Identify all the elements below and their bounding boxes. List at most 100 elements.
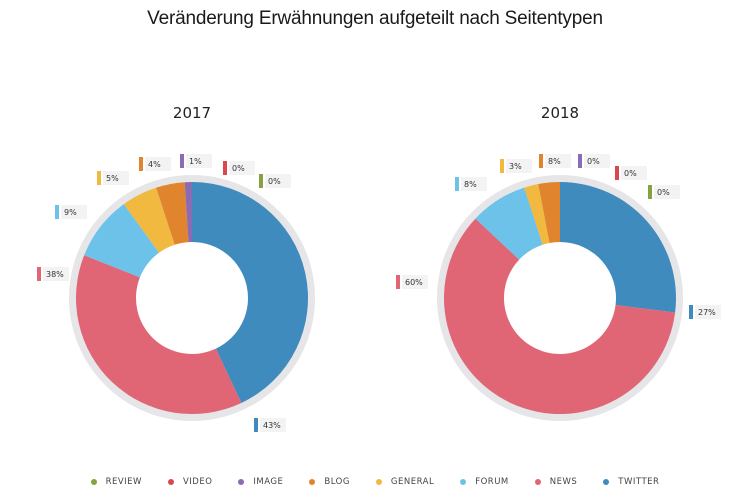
donut-chart-2018: 2018 27% 60% 8% 3% 8% 0% 0% 0% <box>396 104 721 421</box>
label-value: 0% <box>657 188 670 197</box>
chart-title: Veränderung Erwähnungen aufgeteilt nach … <box>147 8 603 29</box>
label-value: 3% <box>509 162 522 171</box>
label-bg <box>402 275 428 289</box>
label-swatch <box>37 267 41 281</box>
label-value: 1% <box>189 157 202 166</box>
label-bg <box>695 305 721 319</box>
label-bg <box>461 177 487 191</box>
label-value: 5% <box>106 174 119 183</box>
label-bg <box>654 185 680 199</box>
label-bg <box>265 174 291 188</box>
label-bg <box>61 205 87 219</box>
legend: REVIEW VIDEO IMAGE BLOG GENERAL FORUM NEWS TWIT… <box>0 477 750 487</box>
slice-blog[interactable] <box>538 182 560 243</box>
legend-item-image[interactable]: IMAGE <box>238 477 283 487</box>
legend-dot-icon <box>460 479 467 485</box>
label-swatch <box>180 154 184 168</box>
data-label-image: 1% <box>180 154 212 168</box>
slice-twitter[interactable] <box>192 182 308 403</box>
data-label-forum: 8% <box>455 177 487 191</box>
data-label-video: 0% <box>615 166 647 180</box>
legend-label: VIDEO <box>182 477 213 487</box>
data-label-blog: 8% <box>539 154 571 168</box>
data-label-review: 0% <box>259 174 291 188</box>
legend-item-review[interactable]: REVIEW <box>90 477 142 487</box>
legend-dot-icon <box>375 479 382 485</box>
legend-label: NEWS <box>549 477 578 487</box>
legend-dot-icon <box>90 479 97 485</box>
data-label-general: 5% <box>97 171 129 185</box>
legend-label: BLOG <box>324 477 350 487</box>
legend-label: GENERAL <box>390 477 435 487</box>
legend-item-twitter[interactable]: TWITTER <box>603 477 659 487</box>
label-swatch <box>648 185 652 199</box>
label-bg <box>506 159 532 173</box>
slice-forum[interactable] <box>475 187 543 260</box>
data-label-image: 0% <box>578 154 610 168</box>
label-swatch <box>223 161 227 175</box>
data-label-news: 60% <box>396 275 428 289</box>
label-swatch <box>55 205 59 219</box>
donut-chart-2017: 2017 43% 38% 9% 5% 4% 1% 0% 0% <box>37 104 315 432</box>
slice-image[interactable] <box>184 182 192 243</box>
slice-twitter[interactable] <box>560 182 676 313</box>
legend-dot-icon <box>603 479 610 485</box>
data-label-forum: 9% <box>55 205 87 219</box>
legend-label: IMAGE <box>253 477 284 487</box>
legend-item-news[interactable]: NEWS <box>534 477 578 487</box>
label-swatch <box>578 154 582 168</box>
slice-news[interactable] <box>76 255 242 414</box>
label-swatch <box>689 305 693 319</box>
label-bg <box>186 154 212 168</box>
legend-item-forum[interactable]: FORUM <box>460 477 509 487</box>
label-bg <box>103 171 129 185</box>
legend-dot-icon <box>534 479 541 485</box>
label-value: 43% <box>263 421 281 430</box>
label-swatch <box>254 418 258 432</box>
label-swatch <box>139 157 143 171</box>
label-value: 8% <box>464 180 477 189</box>
chart-year-title: 2017 <box>173 104 211 122</box>
data-label-twitter: 27% <box>689 305 721 319</box>
data-label-general: 3% <box>500 159 532 173</box>
data-label-news: 38% <box>37 267 69 281</box>
label-swatch <box>615 166 619 180</box>
label-value: 0% <box>587 157 600 166</box>
label-value: 38% <box>46 270 64 279</box>
label-swatch <box>97 171 101 185</box>
slice-news[interactable] <box>444 218 676 414</box>
chart-year-title: 2018 <box>541 104 579 122</box>
label-bg <box>260 418 286 432</box>
legend-label: REVIEW <box>105 477 142 487</box>
label-bg <box>43 267 69 281</box>
label-value: 0% <box>268 177 281 186</box>
legend-dot-icon <box>167 479 174 485</box>
slice-general[interactable] <box>123 187 175 253</box>
label-bg <box>584 154 610 168</box>
data-label-twitter: 43% <box>254 418 286 432</box>
label-swatch <box>539 154 543 168</box>
label-bg <box>145 157 171 171</box>
data-label-review: 0% <box>648 185 680 199</box>
slice-forum[interactable] <box>84 204 160 278</box>
label-swatch <box>500 159 504 173</box>
label-value: 27% <box>698 308 716 317</box>
label-swatch <box>396 275 400 289</box>
label-value: 4% <box>148 160 161 169</box>
legend-item-video[interactable]: VIDEO <box>167 477 213 487</box>
legend-item-blog[interactable]: BLOG <box>309 477 350 487</box>
legend-item-general[interactable]: GENERAL <box>375 477 435 487</box>
data-label-video: 0% <box>223 161 255 175</box>
slice-general[interactable] <box>524 184 550 245</box>
label-swatch <box>455 177 459 191</box>
data-label-blog: 4% <box>139 157 171 171</box>
legend-dot-icon <box>309 479 316 485</box>
label-value: 0% <box>624 169 637 178</box>
label-value: 0% <box>232 164 245 173</box>
label-bg <box>229 161 255 175</box>
label-swatch <box>259 174 263 188</box>
legend-label: FORUM <box>475 477 509 487</box>
slice-blog[interactable] <box>156 182 189 245</box>
label-value: 8% <box>548 157 561 166</box>
